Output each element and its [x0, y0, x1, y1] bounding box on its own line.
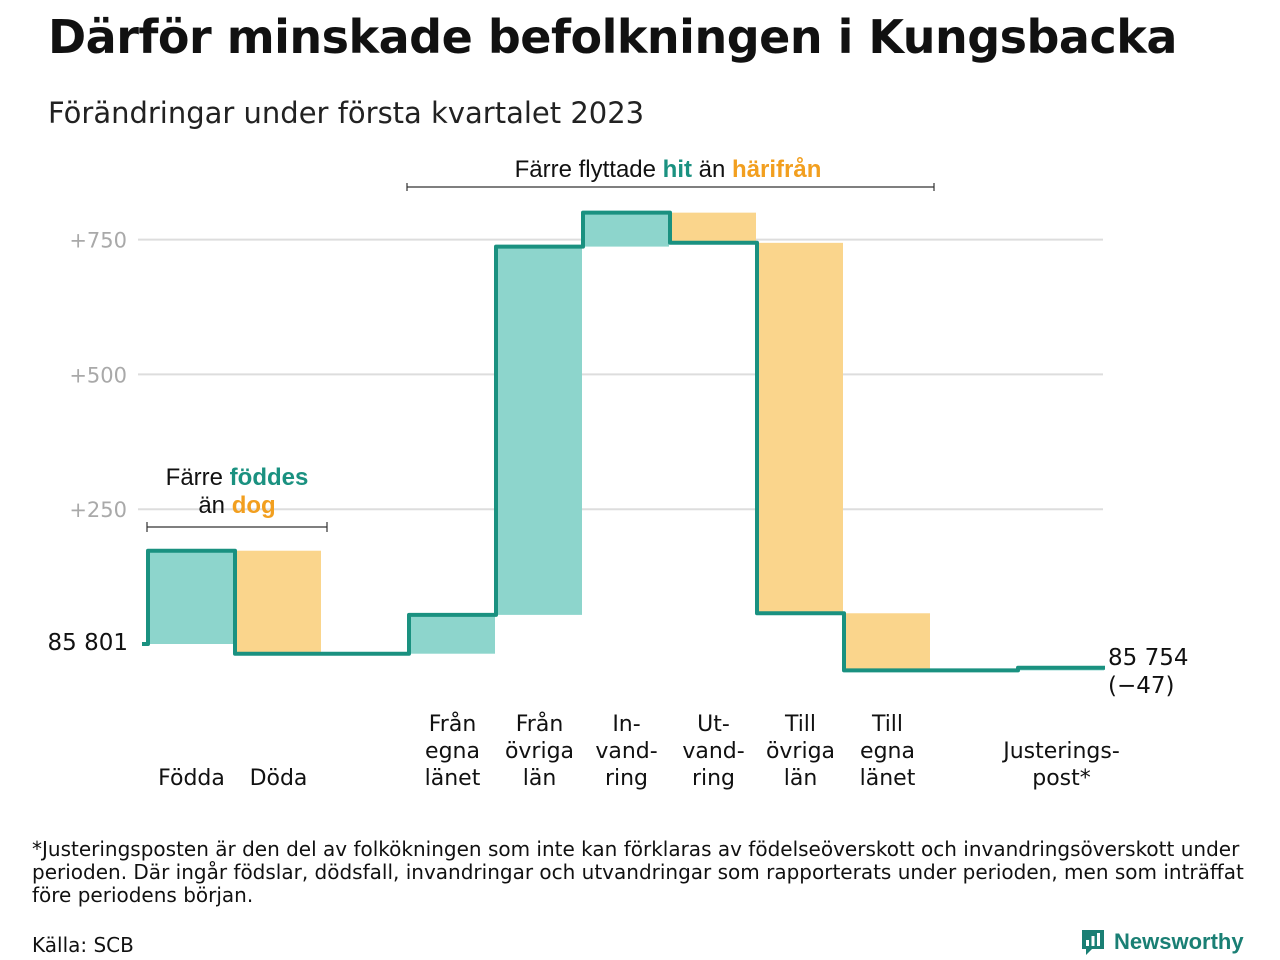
bar-outflow — [758, 242, 843, 614]
brand[interactable]: Newsworthy — [1080, 928, 1244, 956]
waterfall-chart: +250+500+750 Födda DödaFrånegnalänetFrånö… — [48, 156, 1189, 791]
line-layer — [142, 210, 1105, 673]
brand-name: Newsworthy — [1114, 929, 1244, 954]
bar-layer — [149, 212, 1104, 671]
chart-title: Därför minskade befolkningen i Kungsback… — [48, 10, 1177, 64]
births-annotation-line1: Färre föddes — [166, 464, 309, 491]
y-tick-label: +250 — [69, 498, 127, 522]
deaths-highlight: dog — [232, 492, 276, 519]
category-label: ring — [692, 766, 735, 791]
end-value-label: 85 754 — [1108, 645, 1188, 671]
chart-subtitle: Förändringar under första kvartalet 2023 — [48, 96, 645, 130]
bar-inflow — [149, 550, 234, 644]
migration-annotation: Färre flyttade hit än härifrån — [515, 156, 822, 183]
category-label: Födda — [158, 766, 225, 791]
category-label: Från — [429, 711, 477, 737]
category-label: Ut- — [697, 712, 730, 737]
category-label: län — [784, 766, 818, 791]
migration-bracket — [406, 183, 935, 191]
grid-layer: +250 +500 +750 — [69, 229, 1103, 522]
category-label: län — [523, 766, 557, 791]
category-label: egna — [860, 739, 915, 764]
migration-highlight-in: hit — [663, 156, 692, 183]
category-label: Till — [784, 712, 816, 737]
category-label: övriga — [505, 739, 574, 764]
category-label: länet — [860, 766, 916, 791]
bar-inflow — [584, 212, 669, 247]
newsworthy-logo-icon — [1082, 930, 1104, 955]
category-label: länet — [425, 766, 481, 791]
source-label: Källa: SCB — [32, 933, 134, 957]
births-annotation-line2: än dog — [198, 492, 275, 519]
births-bracket — [146, 522, 328, 532]
births-highlight: föddes — [230, 464, 309, 491]
y-tick-label: +500 — [69, 363, 127, 387]
migration-highlight-out: härifrån — [732, 156, 821, 183]
end-change-label: (−47) — [1108, 673, 1174, 699]
category-label: Döda — [250, 766, 308, 791]
category-label: post* — [1032, 766, 1091, 791]
cumulative-step-line — [142, 210, 1105, 673]
category-label: övriga — [766, 739, 835, 764]
bar-outflow — [671, 212, 756, 243]
category-label: In- — [612, 712, 640, 737]
category-label: egna — [425, 739, 480, 764]
category-label: Justerings- — [1001, 739, 1120, 764]
start-value-label: 85 801 — [48, 630, 128, 656]
label-layer: Födda DödaFrånegnalänetFrånövrigalänIn-va… — [158, 711, 1120, 791]
category-label: Till — [871, 712, 903, 737]
category-label: ring — [605, 766, 648, 791]
y-tick-label: +750 — [69, 229, 127, 253]
bar-outflow — [236, 550, 321, 654]
bar-outflow — [845, 613, 930, 671]
bar-inflow — [410, 614, 495, 654]
bar-inflow — [497, 246, 582, 615]
category-label: vand- — [595, 739, 657, 764]
category-label: vand- — [682, 739, 744, 764]
footnote: *Justeringsposten är den del av folkökni… — [32, 837, 1244, 907]
category-label: Från — [516, 711, 564, 737]
